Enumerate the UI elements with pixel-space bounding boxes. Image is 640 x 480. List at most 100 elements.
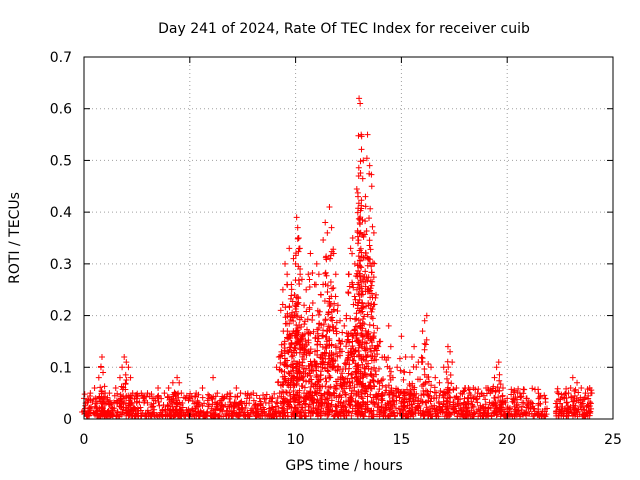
spike-point [423,336,430,343]
spike-point [154,394,161,401]
spike-point [314,396,321,403]
spike-point [363,373,370,380]
band-point [243,400,250,407]
spike-point [443,375,450,382]
data-point [349,235,356,241]
spike-point [328,397,335,404]
spike-point [199,402,206,409]
grid [84,57,613,419]
spike-point [362,327,369,334]
band-point [404,386,411,393]
spike-point [429,405,436,412]
spike-point [292,345,299,352]
band-point [479,413,486,420]
band-point [271,390,278,397]
band-point [421,412,428,419]
band-point [81,391,88,398]
data-point [432,374,439,381]
spike-point [322,383,329,390]
spike-point [324,289,331,296]
band-point [558,404,565,411]
spike-point [312,281,319,288]
spike-point [297,266,304,273]
data-point [373,291,380,298]
spike-point [368,263,375,270]
spike-point [425,373,432,380]
band-point [232,393,239,400]
spike-point [363,155,370,162]
spike-point [380,376,387,383]
spike-point [338,394,345,401]
data-point [406,369,413,376]
spike-point [238,405,245,412]
band-point [339,329,346,336]
spike-point [445,410,452,417]
spike-point [345,409,352,416]
band-point [360,413,367,420]
data-point [377,338,384,345]
band-point [299,404,306,411]
spike-point [482,401,489,408]
spike-point [338,348,345,355]
spike-point [572,402,579,409]
data-point [233,384,240,391]
spike-point [393,392,400,399]
spike-point [369,342,376,349]
band-point [508,411,515,418]
spike-point [345,330,352,337]
band-point [520,399,527,406]
spike-point [306,350,313,357]
band-point [216,397,223,404]
spike-point [333,350,340,357]
spike-point [322,375,329,382]
spike-point [420,387,427,394]
spike-point [431,384,438,391]
spike-point [84,399,91,406]
band-point [514,396,521,403]
band-point [253,392,260,399]
band-point [263,391,270,398]
spike-point [386,365,393,372]
data-point [444,343,451,350]
spike-point [284,334,291,341]
spike-point [359,374,366,381]
band-point [113,412,120,419]
data-point [332,271,339,278]
data-point [129,390,136,397]
y-tick-label: 0.5 [50,153,72,169]
spike-point [327,278,334,285]
band-point [508,386,515,393]
spike-point [309,392,316,399]
band-point [302,338,309,345]
data-point [411,343,418,350]
band-point [336,337,343,344]
spike-point [359,216,366,223]
spike-point [274,394,281,401]
spike-point [371,301,378,308]
data-point [95,374,102,381]
spike-point [329,285,336,292]
spike-point [354,240,361,247]
band-point [196,412,203,419]
spike-point [523,409,530,416]
spike-point [354,189,361,196]
spike-point [421,380,428,387]
x-tick-label: 25 [604,432,622,448]
spike-point [326,298,333,305]
spike-point [293,365,300,372]
spike-point [281,345,288,352]
spike-point [371,383,378,390]
spike-point [417,376,424,383]
spike-point [276,390,283,397]
spike-point [425,397,432,404]
spike-point [334,307,341,314]
spike-point [408,409,415,416]
spike-point [305,330,312,337]
spike-point [367,385,374,392]
band-point [534,411,541,418]
spike-point [349,250,356,257]
band-point [492,388,499,395]
spike-point [363,340,370,347]
spike-point [307,372,314,379]
band-point [517,394,524,401]
